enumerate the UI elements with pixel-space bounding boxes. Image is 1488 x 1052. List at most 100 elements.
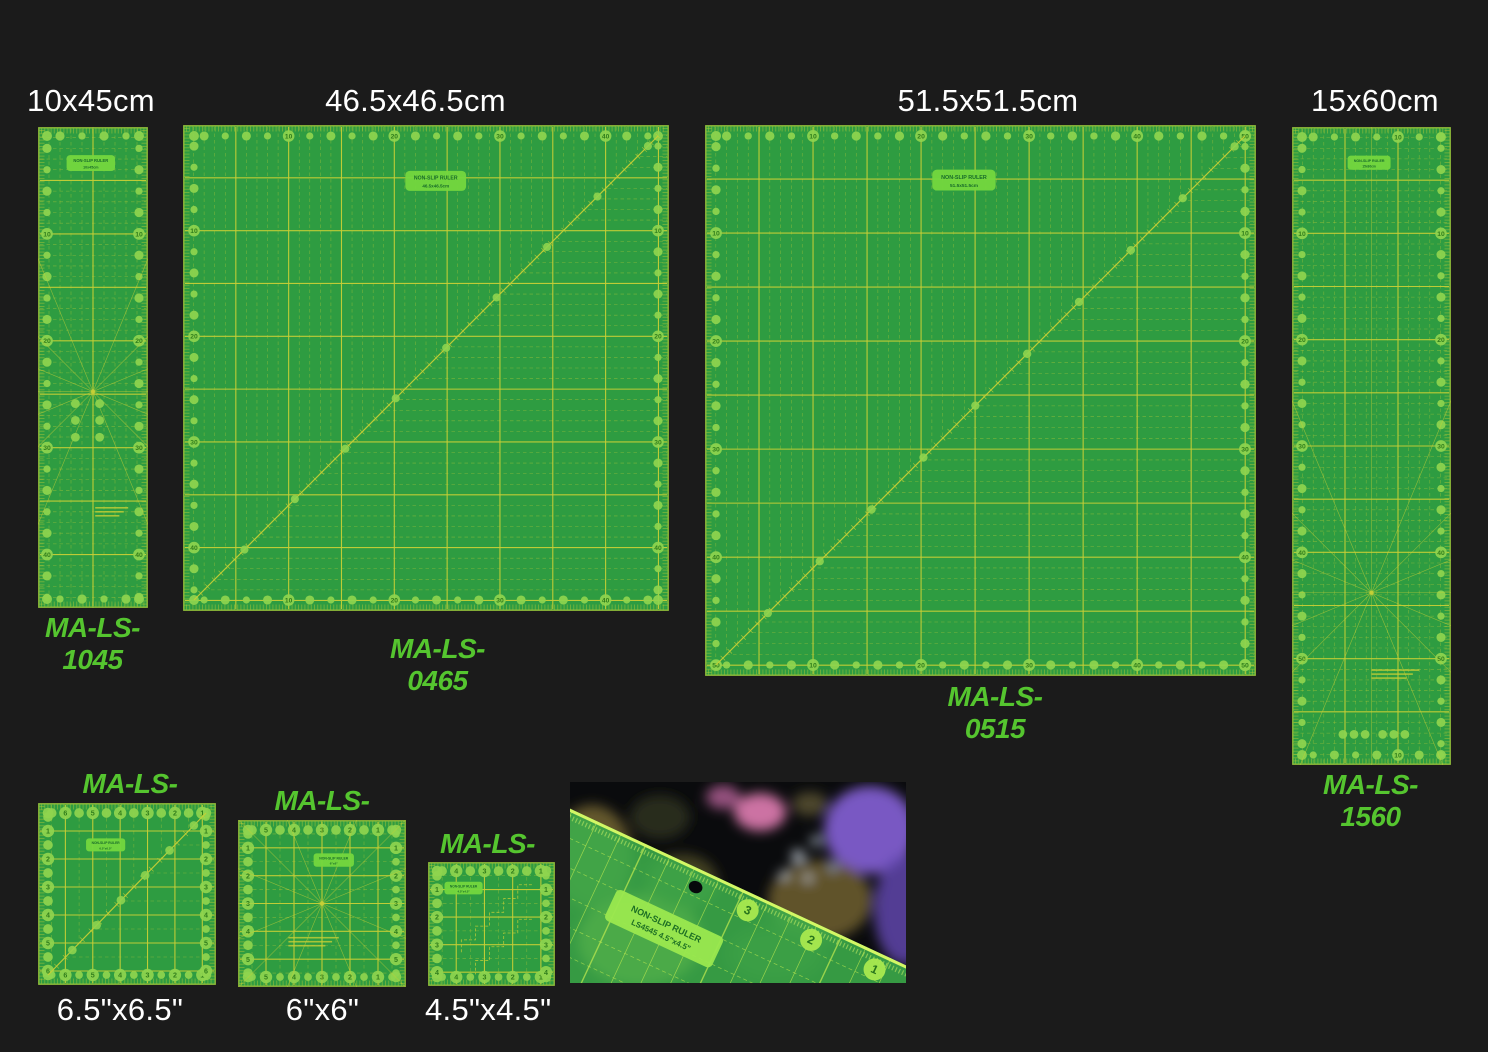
svg-text:4: 4 [118,810,122,818]
svg-text:1: 1 [200,810,204,818]
svg-text:6.5"x6.5": 6.5"x6.5" [99,846,112,850]
svg-text:30: 30 [654,439,662,446]
svg-text:1: 1 [435,886,439,894]
svg-text:3: 3 [146,972,150,980]
model-label-1045: MA-LS-1045 [45,612,140,675]
svg-text:15x60cm: 15x60cm [1362,165,1376,169]
size-label-6565: 6.5"x6.5" [56,992,184,1027]
svg-text:1: 1 [246,844,250,852]
svg-text:1: 1 [544,886,548,894]
svg-text:6: 6 [46,968,50,976]
svg-text:4: 4 [435,969,439,977]
svg-text:5: 5 [394,956,398,964]
svg-text:40: 40 [1133,133,1141,140]
svg-text:2: 2 [204,856,208,864]
svg-text:20: 20 [391,597,399,604]
svg-text:20: 20 [190,334,198,341]
svg-text:20: 20 [43,338,51,345]
svg-text:NON-SLIP RULER: NON-SLIP RULER [1354,159,1385,163]
svg-text:3: 3 [394,900,398,908]
svg-text:6: 6 [204,968,208,976]
svg-text:51.5x51.5cm: 51.5x51.5cm [950,183,978,189]
svg-text:20: 20 [135,338,143,345]
svg-text:30: 30 [496,597,504,604]
svg-text:6"x6": 6"x6" [330,862,338,866]
svg-text:1: 1 [376,974,380,982]
svg-text:2: 2 [511,974,515,982]
svg-text:40: 40 [190,545,198,552]
svg-text:30: 30 [1241,447,1249,454]
svg-text:1: 1 [394,844,398,852]
svg-text:30: 30 [1025,133,1033,140]
svg-text:30: 30 [1025,662,1033,669]
svg-text:40: 40 [712,555,720,562]
svg-text:40: 40 [1437,550,1445,557]
svg-text:3: 3 [204,884,208,892]
size-label-0515: 51.5x51.5cm [897,83,1079,118]
svg-text:20: 20 [391,133,399,140]
svg-text:40: 40 [43,552,51,559]
svg-text:4: 4 [454,974,458,982]
svg-text:5: 5 [246,956,250,964]
model-label-0515: MA-LS-0515 [947,681,1043,744]
svg-text:2: 2 [173,810,177,818]
svg-text:30: 30 [43,445,51,452]
svg-text:2: 2 [348,827,352,835]
svg-text:2: 2 [173,972,177,980]
svg-text:4: 4 [544,969,548,977]
svg-text:2: 2 [435,914,439,922]
ruler-0465: 10 10 20 20 30 30 40 40 10 10 20 20 30 30 40 40 NON-SLIP… [183,125,669,611]
svg-text:1: 1 [376,827,380,835]
svg-text:NON-SLIP RULER: NON-SLIP RULER [92,841,121,845]
svg-text:20: 20 [917,662,925,669]
svg-text:4: 4 [118,972,122,980]
svg-text:3: 3 [146,810,150,818]
svg-text:NON-SLIP RULER: NON-SLIP RULER [414,176,458,182]
size-label-1560: 15x60cm [1311,83,1439,118]
svg-text:4: 4 [454,868,458,876]
svg-text:50: 50 [1298,656,1306,663]
svg-text:50: 50 [712,663,720,670]
svg-text:50: 50 [1241,663,1249,670]
svg-text:3: 3 [482,974,486,982]
svg-text:3: 3 [435,941,439,949]
svg-text:5: 5 [91,810,95,818]
svg-text:2: 2 [348,974,352,982]
svg-text:6: 6 [63,972,67,980]
svg-text:40: 40 [602,133,610,140]
svg-text:10: 10 [1437,231,1445,238]
svg-text:4: 4 [204,912,208,920]
svg-text:1: 1 [46,828,50,836]
svg-text:40: 40 [1133,662,1141,669]
svg-text:2: 2 [246,872,250,880]
svg-text:3: 3 [482,868,486,876]
svg-text:4: 4 [46,912,50,920]
svg-text:NON-SLIP RULER: NON-SLIP RULER [319,856,348,860]
svg-text:3: 3 [544,941,548,949]
svg-text:10: 10 [135,231,143,238]
ruler-1045: 10 10 20 20 30 30 40 40 NON-SLIP RULER 10x45cm [38,127,148,608]
size-label-0465: 46.5x46.5cm [325,83,506,118]
svg-text:50: 50 [1241,133,1249,140]
svg-text:4: 4 [394,928,398,936]
svg-text:3: 3 [246,900,250,908]
svg-text:40: 40 [135,552,143,559]
svg-text:20: 20 [1241,339,1249,346]
svg-text:10: 10 [285,597,293,604]
svg-text:10: 10 [654,228,662,235]
svg-text:20: 20 [1298,337,1306,344]
svg-text:50: 50 [1437,656,1445,663]
svg-text:10: 10 [1394,134,1402,141]
svg-text:30: 30 [496,133,504,140]
model-label-1560: MA-LS-1560 [1323,769,1418,832]
ruler-6565: 665544332211112233445566NON-SLIP RULER6.… [38,803,216,985]
svg-text:20: 20 [712,339,720,346]
svg-text:10: 10 [1394,752,1402,759]
svg-text:5: 5 [264,974,268,982]
svg-text:1: 1 [204,828,208,836]
svg-text:30: 30 [712,447,720,454]
svg-text:30: 30 [135,445,143,452]
svg-text:30: 30 [190,439,198,446]
